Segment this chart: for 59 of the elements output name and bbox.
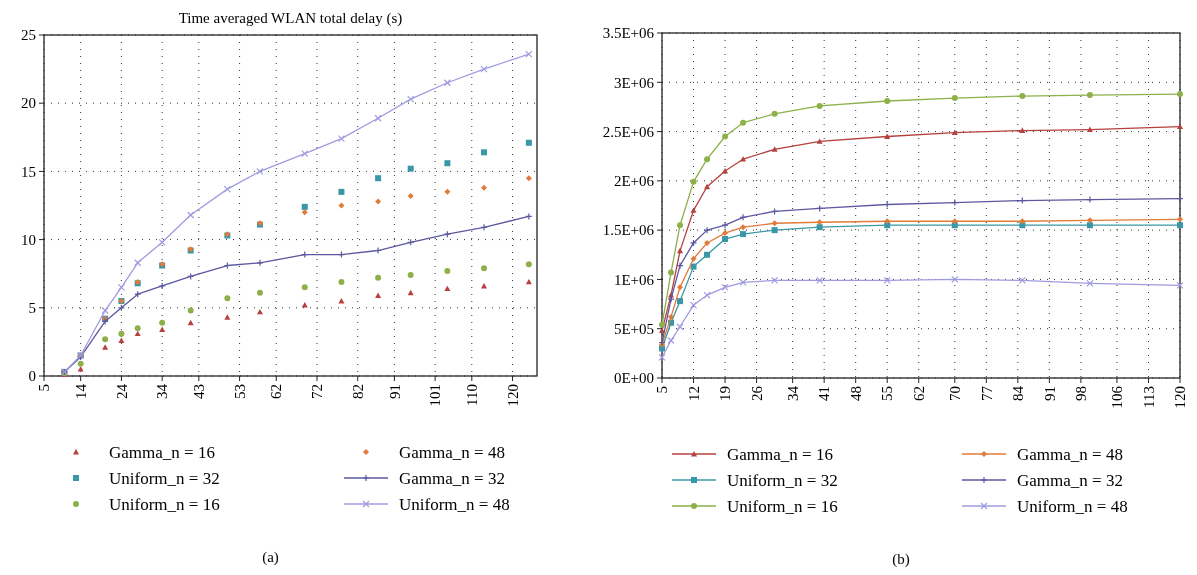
x-tick-label: 120	[1172, 386, 1189, 409]
y-tick-label: 2.5E+06	[602, 123, 655, 140]
legend-label: Uniform_n = 32	[109, 468, 220, 488]
x-tick-label: 82	[349, 384, 366, 399]
x-tick-label: 14	[72, 383, 89, 399]
x-tick-label: 106	[1109, 385, 1126, 409]
chart-title: Time averaged WLAN total delay (s)	[178, 10, 403, 27]
x-tick-label: 53	[231, 384, 248, 399]
y-tick-label: 25	[21, 27, 36, 44]
text: (a)	[262, 549, 279, 566]
text: (b)	[892, 551, 910, 568]
x-tick-label: 113	[1140, 386, 1157, 408]
x-tick-label: 5	[36, 384, 53, 392]
x-tick-label: 43	[191, 384, 208, 399]
y-tick-label: 1.5E+06	[602, 222, 655, 239]
legend-label: Uniform_n = 16	[109, 494, 220, 514]
x-tick-label: 19	[717, 386, 734, 401]
legend-label: Uniform_n = 48	[399, 494, 510, 514]
x-tick-label: 26	[748, 385, 765, 401]
legend-label: Gamma_n = 16	[109, 442, 215, 462]
x-tick-label: 5	[654, 386, 671, 394]
y-tick-label: 0E+00	[613, 370, 654, 387]
x-tick-label: 34	[154, 383, 171, 399]
legend-label: Gamma_n = 16	[727, 444, 833, 464]
y-tick-label: 0	[28, 368, 36, 385]
x-tick-label: 91	[1041, 386, 1058, 401]
y-tick-label: 10	[21, 231, 36, 248]
y-tick-label: 20	[21, 95, 36, 112]
x-tick-label: 84	[1010, 385, 1027, 401]
y-tick-label: 1E+06	[613, 271, 655, 288]
legend-label: Gamma_n = 32	[1017, 470, 1123, 490]
x-tick-label: 55	[879, 386, 896, 401]
y-tick-label: 3E+06	[613, 74, 655, 91]
x-tick-label: 12	[685, 386, 702, 401]
x-tick-label: 62	[268, 384, 285, 399]
legend-label: Uniform_n = 32	[727, 470, 838, 490]
x-tick-label: 91	[386, 384, 403, 399]
y-tick-label: 5	[28, 300, 36, 317]
y-tick-label: 5E+05	[613, 320, 654, 337]
x-tick-label: 72	[309, 384, 326, 399]
legend-label: Gamma_n = 32	[399, 468, 505, 488]
y-tick-label: 3.5E+06	[602, 25, 655, 42]
legend-label: Gamma_n = 48	[1017, 444, 1123, 464]
x-tick-label: 98	[1073, 386, 1090, 401]
x-tick-label: 24	[113, 383, 130, 399]
x-tick-label: 101	[427, 384, 444, 407]
legend-label: Gamma_n = 48	[399, 442, 505, 462]
x-tick-label: 48	[847, 386, 864, 401]
x-tick-label: 77	[978, 385, 995, 401]
x-tick-label: 120	[504, 384, 521, 407]
legend-label: Uniform_n = 16	[727, 496, 838, 516]
x-tick-label: 41	[816, 386, 833, 401]
y-tick-label: 2E+06	[613, 173, 655, 190]
legend-label: Uniform_n = 48	[1017, 496, 1128, 516]
x-tick-label: 34	[784, 385, 801, 401]
x-tick-label: 70	[947, 386, 964, 401]
x-tick-label: 110	[464, 384, 481, 406]
y-tick-label: 15	[21, 163, 36, 180]
x-tick-label: 62	[911, 386, 927, 401]
